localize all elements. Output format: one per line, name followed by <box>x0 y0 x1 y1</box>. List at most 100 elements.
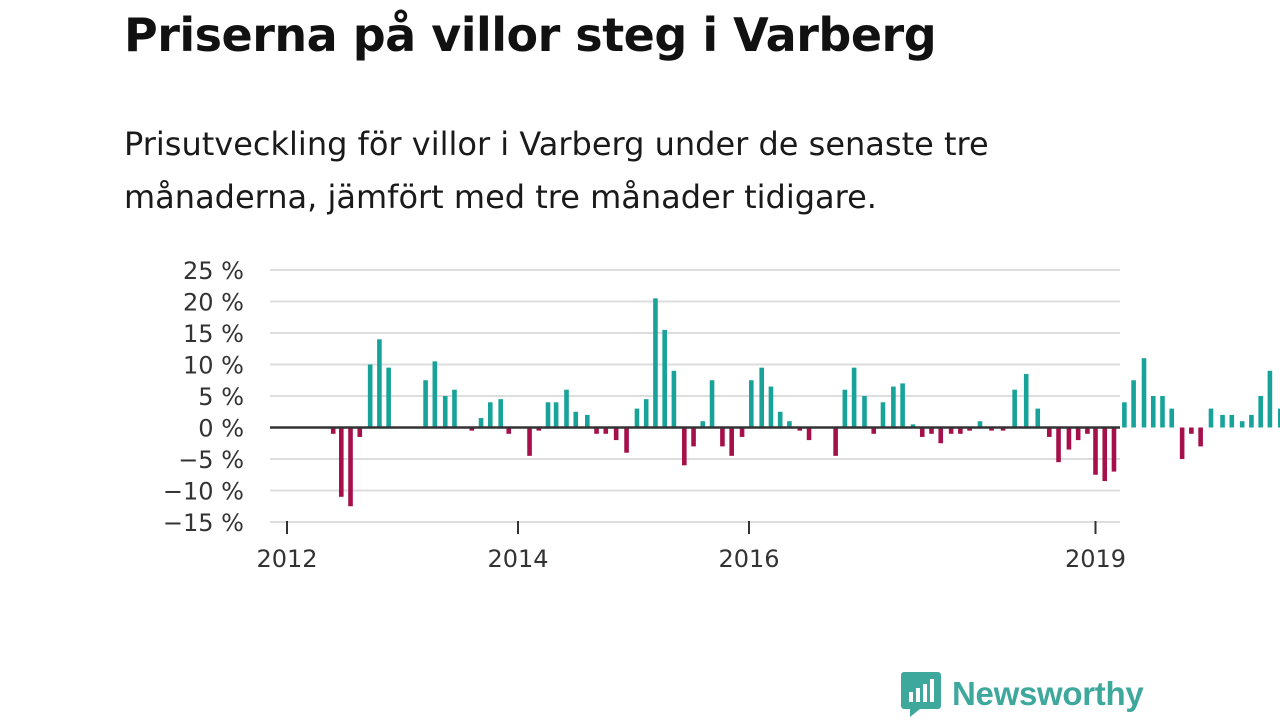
data-bar <box>768 386 774 428</box>
data-bar <box>749 380 754 428</box>
data-bar <box>1141 358 1147 428</box>
chart-subtitle: Prisutveckling för villor i Varberg unde… <box>124 125 989 216</box>
data-bar <box>573 411 579 428</box>
data-bar <box>1267 370 1273 428</box>
data-bar <box>989 427 994 431</box>
data-bar <box>1056 427 1061 463</box>
data-bar <box>1093 427 1098 475</box>
data-bar <box>977 421 983 428</box>
y-tick-label: 15 % <box>183 320 244 348</box>
data-bar <box>527 427 532 456</box>
data-bar <box>709 380 715 428</box>
x-tick-label: 2019 <box>1065 545 1126 573</box>
x-tick-label: 2012 <box>256 545 317 573</box>
data-bar <box>348 427 353 507</box>
data-bar <box>1179 427 1185 459</box>
data-bar <box>833 427 838 456</box>
y-tick-label: −10 % <box>163 478 244 506</box>
data-bar <box>1111 427 1117 472</box>
data-bar <box>691 427 696 447</box>
data-bar <box>1122 402 1127 428</box>
data-bar <box>432 361 438 428</box>
data-bar <box>1229 414 1235 428</box>
data-bar <box>938 427 944 444</box>
data-bar <box>662 329 667 428</box>
data-bar <box>1102 427 1108 482</box>
data-bar <box>671 370 677 428</box>
data-bar <box>357 427 363 437</box>
data-bar <box>585 414 590 428</box>
data-bar <box>634 408 640 428</box>
chart-title: Priserna på villor steg i Varberg <box>124 8 937 62</box>
data-bar <box>553 402 559 428</box>
y-tick-label: −15 % <box>163 509 244 537</box>
data-bar <box>469 427 475 431</box>
y-tick-label: 25 % <box>183 257 244 285</box>
data-bar <box>682 427 687 466</box>
data-bar <box>643 399 649 428</box>
data-bar <box>613 427 619 441</box>
data-bar <box>1075 427 1081 441</box>
data-bar <box>603 427 609 434</box>
data-bar <box>452 389 457 428</box>
data-bar <box>1066 427 1072 450</box>
data-bar <box>1189 427 1194 434</box>
data-bar <box>338 427 344 497</box>
data-bar <box>1239 421 1245 428</box>
data-bar <box>1249 414 1254 428</box>
data-bar <box>967 427 972 431</box>
data-bar <box>1278 408 1280 428</box>
data-bar <box>739 427 745 437</box>
data-bar <box>958 427 963 434</box>
y-tick-label: 5 % <box>198 383 244 411</box>
data-bar <box>948 427 954 434</box>
data-bar <box>1047 427 1052 437</box>
data-bar <box>1035 408 1041 428</box>
data-bar <box>929 427 934 434</box>
y-tick-label: 20 % <box>183 289 244 317</box>
data-bar <box>536 427 542 431</box>
data-bar <box>377 339 382 428</box>
data-bar <box>498 399 503 428</box>
data-bar <box>777 411 783 428</box>
data-bar <box>423 380 428 428</box>
data-bar <box>720 427 725 447</box>
data-bar <box>653 298 658 428</box>
data-bar <box>442 396 448 428</box>
data-bar <box>880 402 886 428</box>
data-bar <box>1085 427 1090 434</box>
data-bar <box>797 427 803 431</box>
data-bar <box>851 367 857 428</box>
data-bar <box>900 383 905 428</box>
y-tick-label: 0 % <box>198 415 244 443</box>
data-bar <box>910 424 916 428</box>
data-bar <box>330 427 336 434</box>
data-bar <box>1150 396 1156 428</box>
data-bar <box>386 367 391 428</box>
bar-chart-speech-bubble-icon <box>901 672 941 717</box>
data-bar <box>891 386 896 428</box>
data-bar <box>919 427 925 437</box>
data-bar <box>506 427 512 434</box>
data-bar <box>1208 408 1214 428</box>
brand-name: Newsworthy <box>952 675 1144 712</box>
data-bar <box>1258 396 1263 428</box>
data-bar <box>1198 427 1203 447</box>
data-bar <box>624 427 629 453</box>
data-bar <box>478 418 484 428</box>
data-bar <box>367 364 373 428</box>
data-bar <box>806 427 812 441</box>
data-bar <box>1023 373 1029 428</box>
data-bar <box>700 421 706 428</box>
x-tick-label: 2014 <box>487 545 548 573</box>
y-tick-label: 10 % <box>183 352 244 380</box>
data-bar <box>871 427 877 434</box>
data-bar <box>1169 408 1175 428</box>
newsworthy-logo: Newsworthy <box>900 670 1144 718</box>
data-bar <box>1160 396 1165 428</box>
bar-chart: −15 % −10 % −5 % 0 % 5 % 10 % 15 % 20 % 25 % 2012… <box>163 257 1280 573</box>
data-bar <box>787 421 792 428</box>
data-bar <box>564 389 569 428</box>
data-bar <box>545 402 551 428</box>
data-bar <box>1220 414 1225 428</box>
